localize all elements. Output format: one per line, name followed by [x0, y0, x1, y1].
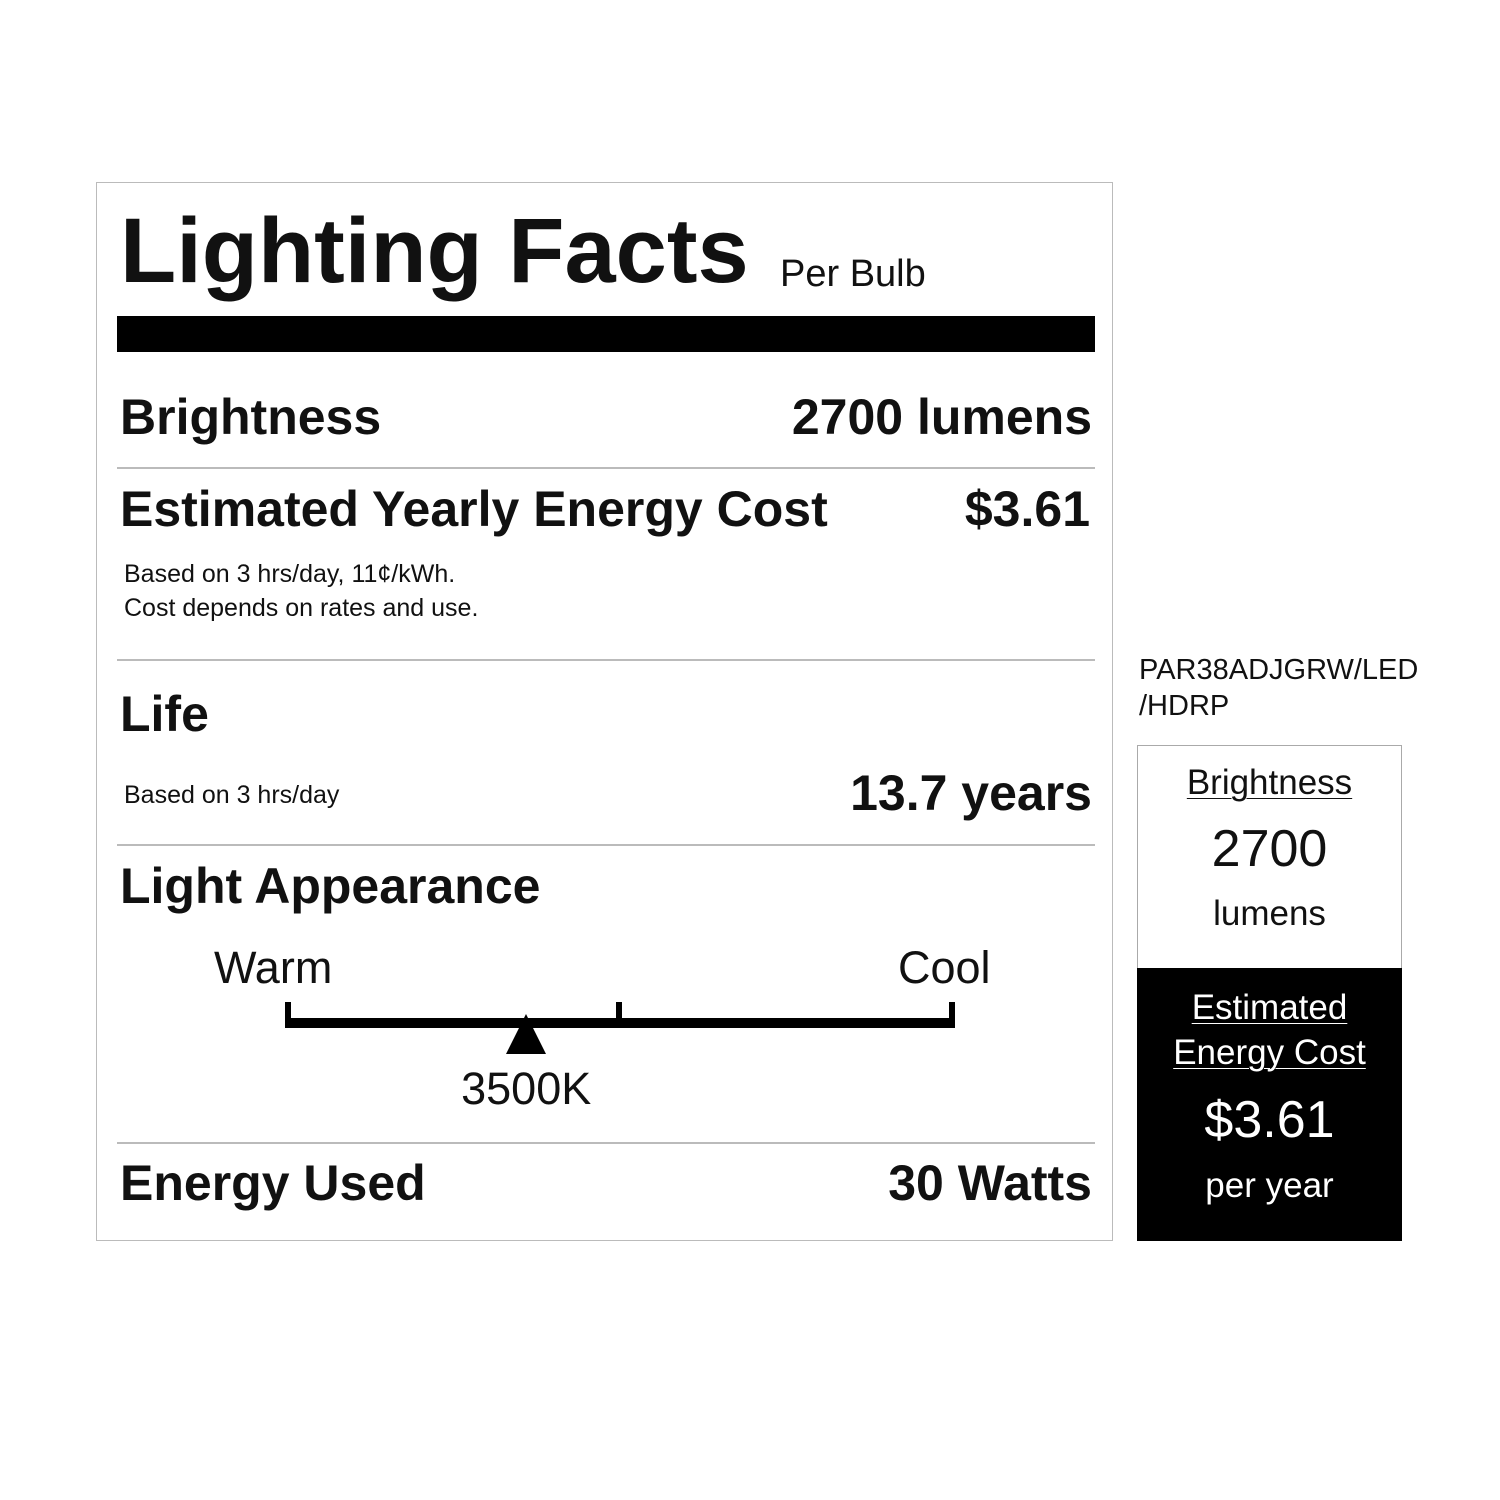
side-cost-label-2: Energy Cost [1173, 1033, 1366, 1072]
title-bar [117, 316, 1095, 352]
light-appearance-label: Light Appearance [120, 858, 541, 914]
side-brightness-label: Brightness [1186, 763, 1353, 802]
life-label: Life [120, 686, 209, 742]
brightness-value: 2700 lumens [791, 389, 1092, 445]
color-temperature-scale [285, 1000, 955, 1054]
divider [117, 467, 1095, 469]
life-note: Based on 3 hrs/day [124, 781, 340, 809]
energy-used-label: Energy Used [120, 1155, 426, 1211]
energy-cost-note-1: Based on 3 hrs/day, 11¢/kWh. [124, 560, 456, 588]
side-brightness-value: 2700 [1211, 820, 1328, 878]
scale-tick-mid [616, 1002, 622, 1028]
label-subtitle: Per Bulb [780, 253, 926, 295]
life-value: 13.7 years [850, 765, 1092, 821]
divider [117, 844, 1095, 846]
energy-cost-value: $3.61 [964, 481, 1090, 537]
triangle-marker-icon [506, 1014, 547, 1054]
side-label-cost-panel [1137, 968, 1402, 1241]
divider [117, 1142, 1095, 1144]
side-cost-unit: per year [1205, 1166, 1334, 1205]
scale-tick-cool [949, 1002, 955, 1028]
model-number-line-1: PAR38ADJGRW/LED [1139, 654, 1419, 686]
brightness-label: Brightness [120, 389, 382, 445]
side-brightness-unit: lumens [1213, 894, 1326, 933]
side-cost-value: $3.61 [1204, 1091, 1335, 1149]
model-number-line-2: /HDRP [1139, 690, 1230, 722]
energy-cost-label: Estimated Yearly Energy Cost [120, 481, 828, 537]
cool-label: Cool [898, 942, 991, 993]
color-temperature-value: 3500K [461, 1063, 592, 1114]
lighting-facts-label [96, 182, 1113, 1241]
energy-used-value: 30 Watts [888, 1155, 1092, 1211]
warm-label: Warm [214, 942, 333, 993]
divider [117, 659, 1095, 661]
energy-cost-note-2: Cost depends on rates and use. [124, 594, 479, 622]
label-title: Lighting Facts [120, 200, 749, 302]
side-cost-label-1: Estimated [1191, 988, 1348, 1027]
scale-tick-warm [285, 1002, 291, 1028]
